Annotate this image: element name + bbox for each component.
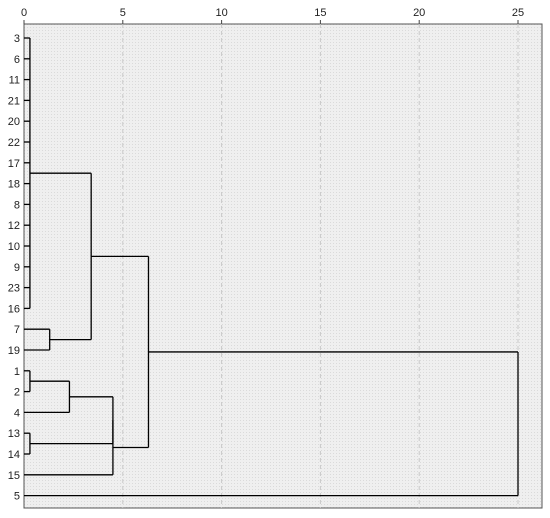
leaf-label-19: 19 bbox=[8, 345, 20, 357]
x-tick-label-15: 15 bbox=[314, 7, 326, 19]
x-tick-label-5: 5 bbox=[120, 7, 126, 19]
plot-area bbox=[23, 23, 543, 509]
leaf-label-15: 15 bbox=[8, 470, 20, 482]
leaf-label-22: 22 bbox=[8, 137, 20, 149]
leaf-label-8: 8 bbox=[14, 199, 20, 211]
x-axis-ticks: 0 5 10 15 20 25 bbox=[21, 7, 524, 24]
x-tick-label-25: 25 bbox=[512, 7, 524, 19]
leaf-label-23: 23 bbox=[8, 283, 20, 295]
dendrogram-links bbox=[24, 37, 519, 497]
leaf-label-21: 21 bbox=[8, 95, 20, 107]
x-tick-label-20: 20 bbox=[413, 7, 425, 19]
leaf-label-14: 14 bbox=[8, 449, 20, 461]
leaf-label-4: 4 bbox=[14, 407, 20, 419]
leaf-label-1: 1 bbox=[14, 366, 20, 378]
leaf-label-5: 5 bbox=[14, 491, 20, 503]
x-tick-label-10: 10 bbox=[215, 7, 227, 19]
leaf-label-18: 18 bbox=[8, 179, 20, 191]
leaf-label-13: 13 bbox=[8, 428, 20, 440]
leaf-label-6: 6 bbox=[14, 54, 20, 66]
leaf-label-20: 20 bbox=[8, 116, 20, 128]
leaf-label-3: 3 bbox=[14, 33, 20, 45]
leaf-label-2: 2 bbox=[14, 387, 20, 399]
leaf-label-16: 16 bbox=[8, 303, 20, 315]
leaf-label-11: 11 bbox=[9, 75, 20, 87]
leaf-label-17: 17 bbox=[8, 158, 20, 170]
leaf-label-12: 12 bbox=[8, 220, 20, 232]
x-tick-label-0: 0 bbox=[21, 7, 27, 19]
leaf-label-7: 7 bbox=[14, 324, 20, 336]
gridlines bbox=[122, 24, 519, 508]
leaf-label-9: 9 bbox=[14, 262, 20, 274]
leaf-label-10: 10 bbox=[8, 241, 20, 253]
